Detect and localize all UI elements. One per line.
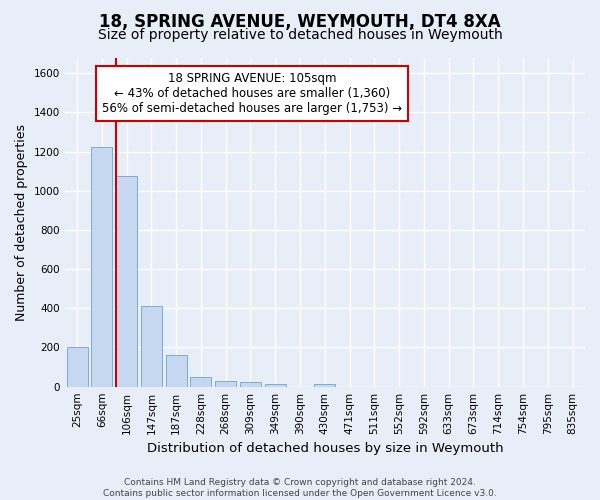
Bar xyxy=(215,381,236,386)
Bar xyxy=(166,356,187,386)
Bar xyxy=(91,146,112,386)
Bar xyxy=(265,384,286,386)
Y-axis label: Number of detached properties: Number of detached properties xyxy=(15,124,28,320)
Bar xyxy=(67,346,88,387)
Bar xyxy=(116,176,137,386)
Text: 18, SPRING AVENUE, WEYMOUTH, DT4 8XA: 18, SPRING AVENUE, WEYMOUTH, DT4 8XA xyxy=(99,12,501,30)
Bar xyxy=(314,384,335,386)
Bar xyxy=(240,382,261,386)
X-axis label: Distribution of detached houses by size in Weymouth: Distribution of detached houses by size … xyxy=(146,442,503,455)
Bar xyxy=(190,377,211,386)
Text: Contains HM Land Registry data © Crown copyright and database right 2024.
Contai: Contains HM Land Registry data © Crown c… xyxy=(103,478,497,498)
Text: 18 SPRING AVENUE: 105sqm
← 43% of detached houses are smaller (1,360)
56% of sem: 18 SPRING AVENUE: 105sqm ← 43% of detach… xyxy=(102,72,402,116)
Bar xyxy=(141,306,162,386)
Text: Size of property relative to detached houses in Weymouth: Size of property relative to detached ho… xyxy=(98,28,502,42)
